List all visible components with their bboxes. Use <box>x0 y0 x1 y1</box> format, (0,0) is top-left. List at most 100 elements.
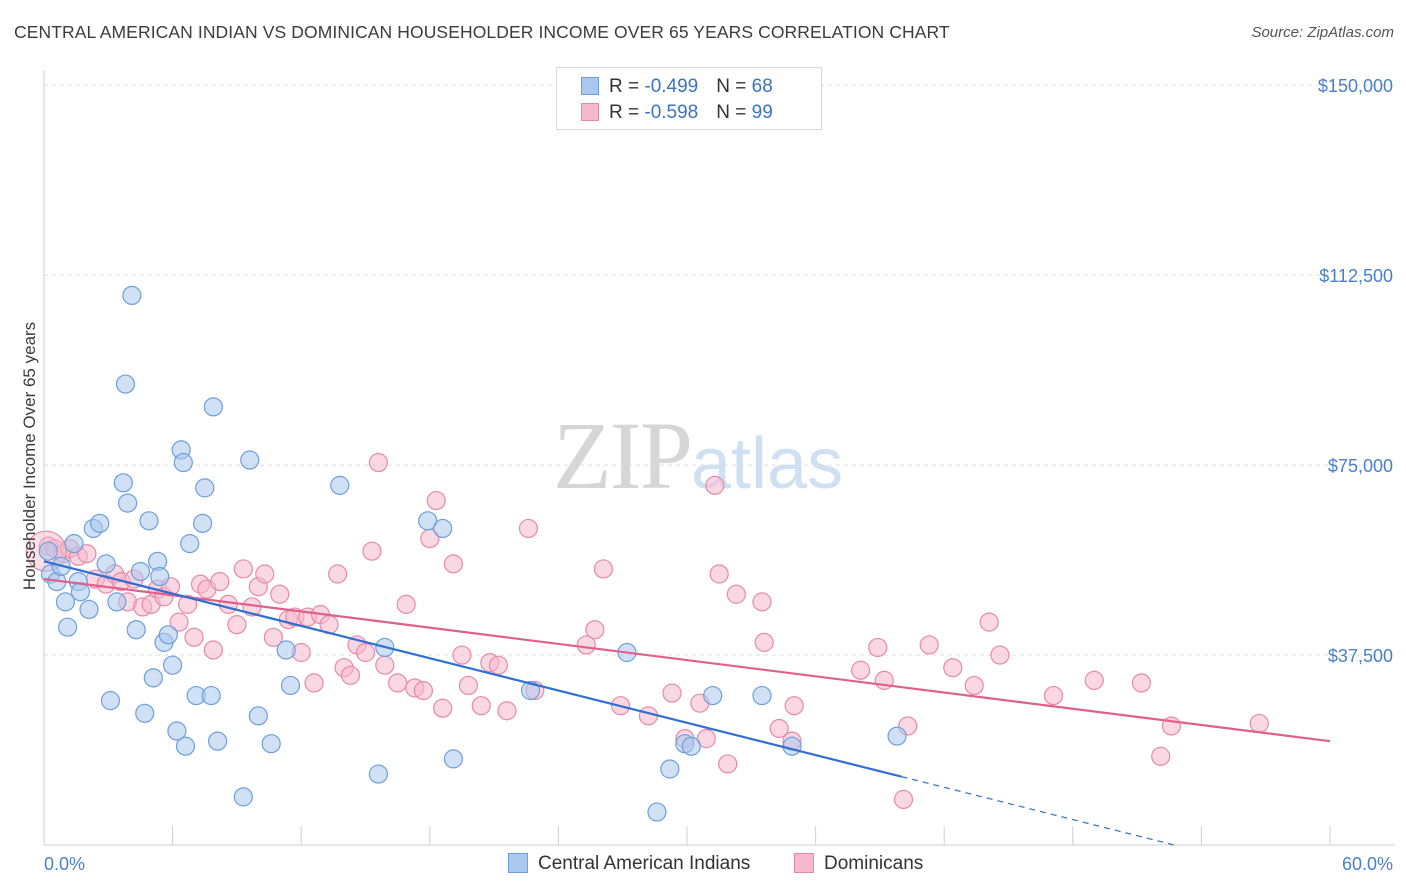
central-american-indians-point <box>107 592 127 612</box>
y-axis-label: Householder Income Over 65 years <box>20 322 39 590</box>
dominicans-point <box>696 729 716 749</box>
central-american-indians-point <box>115 374 136 394</box>
dominicans-point <box>203 640 223 660</box>
legend-swatch-pink <box>581 103 599 121</box>
dominicans-trend-line <box>43 577 1331 743</box>
central-american-indians-point <box>195 478 215 498</box>
central-american-indians-point <box>201 685 221 706</box>
dominicans-point <box>458 675 478 696</box>
dominicans-point <box>218 594 238 614</box>
dominicans-point <box>1043 685 1064 706</box>
legend-row-central-american-indians: R = -0.499 N = 68 <box>581 76 773 98</box>
dominicans-point <box>362 541 382 561</box>
central-american-indians-point <box>276 640 296 660</box>
dominicans-point <box>413 680 433 701</box>
dominicans-point <box>426 490 446 511</box>
dominicans-point <box>396 594 416 614</box>
central-american-indians-points <box>38 285 907 822</box>
central-american-indians-trend-extension <box>901 776 1175 846</box>
central-american-indians-point <box>96 554 116 574</box>
central-american-indians-point <box>261 734 281 754</box>
dominicans-point <box>662 683 682 703</box>
dominicans-point <box>471 696 491 716</box>
bottom-legend-central-american-indians: Central American Indians <box>508 853 750 875</box>
dominicans-point <box>893 789 914 810</box>
central-american-indians-point <box>443 749 463 769</box>
central-american-indians-point <box>368 764 388 784</box>
central-american-indians-point <box>203 397 223 417</box>
dominicans-point <box>709 564 729 584</box>
legend-n-label: N = <box>716 102 752 123</box>
central-american-indians-point <box>752 685 772 706</box>
dominicans-point <box>769 718 789 739</box>
legend-r-value: -0.499 <box>644 76 699 97</box>
dominicans-point <box>1084 670 1104 690</box>
dominicans-point <box>443 554 463 574</box>
central-american-indians-point <box>180 534 200 554</box>
central-american-indians-trend-line <box>43 560 902 778</box>
legend-r-value: -0.598 <box>644 102 699 123</box>
y-tick-label: $112,500 <box>1319 266 1393 286</box>
bottom-legend-label: Central American Indians <box>538 853 751 874</box>
y-tick-label: $150,000 <box>1318 76 1393 96</box>
dominicans-point <box>718 754 738 774</box>
dominicans-point <box>1131 673 1151 693</box>
dominicans-point <box>263 627 283 647</box>
dominicans-point <box>1249 713 1269 734</box>
dominicans-point <box>233 559 253 579</box>
central-american-indians-point <box>150 566 170 587</box>
central-american-indians-point <box>208 731 228 751</box>
dominicans-point <box>638 706 659 726</box>
central-american-indians-point <box>126 620 146 640</box>
central-american-indians-point <box>193 513 213 533</box>
central-american-indians-point <box>782 736 802 756</box>
central-american-indians-point <box>139 511 159 531</box>
dominicans-point <box>375 655 395 675</box>
legend-row-dominicans: R = -0.598 N = 99 <box>581 102 773 124</box>
bottom-legend-dominicans: Dominicans <box>794 853 923 875</box>
dominicans-point <box>77 544 97 564</box>
central-american-indians-point <box>55 592 76 612</box>
x-tick-label: 0.0% <box>44 854 85 874</box>
central-american-indians-point <box>158 625 178 645</box>
central-american-indians-point <box>280 675 301 696</box>
legend-n-label: N = <box>716 76 752 97</box>
dominicans-point <box>784 696 804 716</box>
dominicans-point <box>328 564 348 584</box>
legend-r-label: R = <box>609 102 645 123</box>
central-american-indians-point <box>248 706 268 726</box>
legend-swatch-blue <box>581 77 599 95</box>
dominicans-point <box>388 673 408 693</box>
dominicans-point <box>184 627 204 647</box>
central-american-indians-point <box>163 655 183 675</box>
dominicans-point <box>368 452 388 473</box>
dominicans-point <box>452 645 472 665</box>
dominicans-point <box>227 615 247 635</box>
axis-labels: $37,500 $75,000 $112,500 $150,000 0.0% 60.0% H… <box>20 76 1393 874</box>
central-american-indians-point <box>175 736 196 756</box>
central-american-indians-point <box>117 493 138 513</box>
central-american-indians-point <box>167 721 187 741</box>
legend-r-label: R = <box>609 76 645 97</box>
y-tick-label: $37,500 <box>1328 646 1393 666</box>
central-american-indians-point <box>79 599 99 620</box>
dominicans-point <box>943 658 963 678</box>
central-american-indians-point <box>38 541 58 561</box>
dominicans-point <box>868 637 888 658</box>
dominicans-point <box>964 675 984 696</box>
y-tick-label: $75,000 <box>1328 456 1393 476</box>
central-american-indians-point <box>240 450 260 470</box>
dominicans-point <box>355 642 376 663</box>
dominicans-point <box>990 645 1010 665</box>
central-american-indians-point <box>135 703 155 723</box>
watermark: ZIPatlas <box>553 400 843 511</box>
bottom-legend-swatch-blue <box>508 853 528 873</box>
dominicans-point <box>270 584 290 604</box>
central-american-indians-point <box>887 726 907 746</box>
dominicans-point <box>178 594 198 614</box>
dominicans-point <box>919 635 939 655</box>
dominicans-point <box>255 564 275 584</box>
trend-lines <box>43 560 1331 846</box>
chart-title: CENTRAL AMERICAN INDIAN VS DOMINICAN HOU… <box>14 22 950 42</box>
